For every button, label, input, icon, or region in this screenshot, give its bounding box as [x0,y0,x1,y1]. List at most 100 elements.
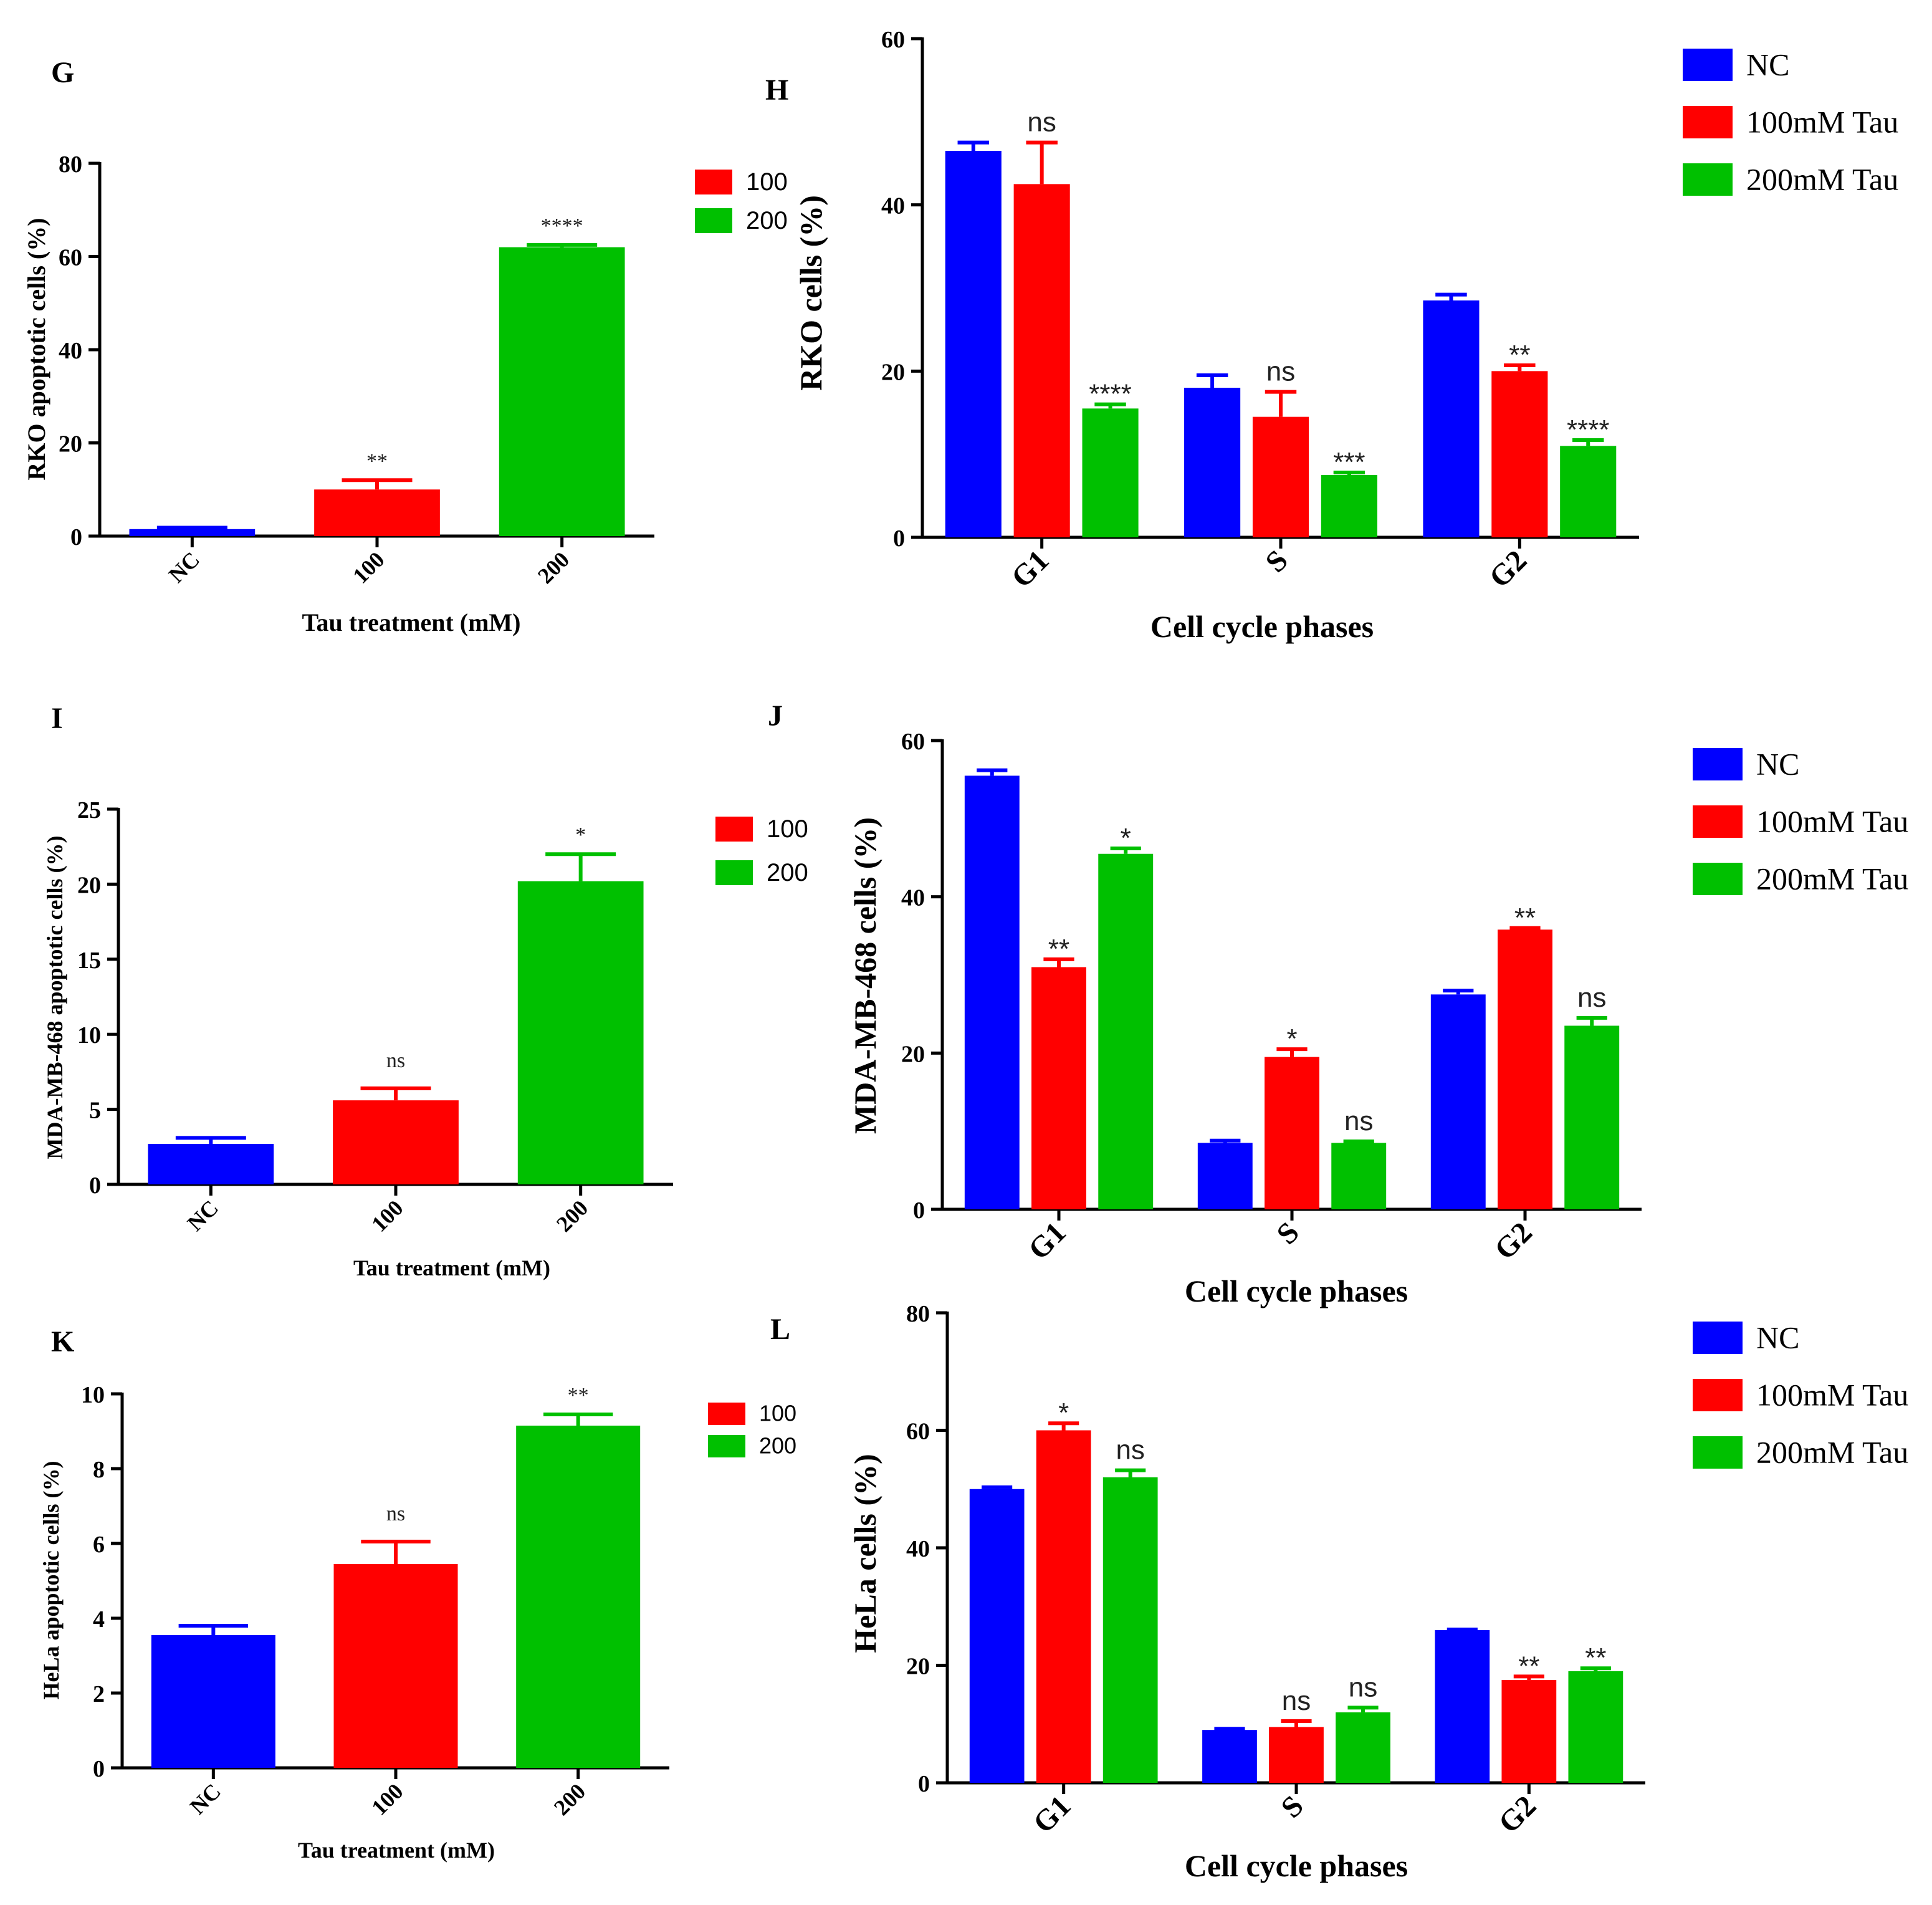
bar [1252,416,1309,537]
bar [1269,1727,1324,1783]
significance-label: **** [1089,379,1132,410]
bar [1102,1477,1158,1783]
x-tick-label: 200 [533,547,574,588]
legend-swatch [1693,1322,1743,1354]
significance-label: * [1286,1024,1297,1054]
bar [517,881,644,1184]
bar [1321,475,1377,537]
significance-label: *** [1333,447,1365,477]
chart-g: G 0 20 40 60 80 RKO apoptotic cells (%) Tau tre… [22,56,788,636]
bar [1036,1430,1091,1783]
x-tick-label: G1 [1005,544,1056,594]
y-tick-label: 8 [93,1457,105,1483]
y-tick-label: 40 [59,338,82,364]
legend-swatch [715,860,753,885]
bar [1435,1629,1490,1783]
y-tick-label: 0 [93,1756,105,1782]
y-tick-label: 2 [93,1681,105,1707]
significance-label: ns [1116,1435,1144,1466]
chart-l: L 0 20 40 60 80 HeLa cells (%) Cell cycle phase… [770,1301,1908,1883]
y-axis-label: HeLa cells (%) [848,1454,882,1653]
y-tick-label: 6 [93,1532,105,1558]
bar [1031,967,1086,1209]
y-tick-label: 20 [906,1654,930,1680]
bar [333,1100,459,1184]
x-tick-label: G2 [1483,544,1533,594]
bar [333,1564,458,1768]
y-tick-label: 0 [70,524,82,550]
bar [964,775,1020,1209]
y-tick-label: 10 [81,1382,105,1408]
x-axis-label: Tau treatment (mM) [298,1838,495,1863]
bar [151,1635,275,1768]
y-axis-label: MDA-MB-468 apoptotic cells (%) [42,836,67,1159]
x-axis-label: Cell cycle phases [1185,1274,1408,1308]
bar [129,529,256,536]
legend-swatch [1683,163,1733,196]
bar [945,151,1002,537]
significance-label: ** [366,449,388,473]
chart-i: I 0 5 10 15 20 25 MDA-MB-468 apoptotic cells (%… [42,702,808,1280]
significance-label: ns [1577,982,1606,1013]
significance-label: ** [568,1384,589,1407]
bar [1430,994,1486,1209]
significance-label: ** [1048,934,1069,964]
significance-label: ns [1027,107,1056,138]
y-tick-label: 80 [906,1301,930,1327]
legend-label: 200mM Tau [1746,162,1898,197]
significance-label: ** [1585,1643,1606,1673]
legend-swatch [1693,1379,1743,1411]
legend-label: 100mM Tau [1756,804,1908,839]
legend-label: NC [1746,47,1789,82]
y-tick-label: 40 [906,1536,930,1562]
x-tick-label: S [1259,544,1294,578]
bar [1082,408,1139,537]
x-tick-label: G2 [1488,1216,1539,1266]
y-tick-label: 60 [906,1419,930,1445]
y-tick-label: 60 [59,245,82,271]
significance-label: ** [1514,903,1536,933]
legend-swatch [708,1403,745,1425]
y-tick-label: 10 [77,1022,101,1048]
bar [1331,1143,1387,1209]
x-axis-label: Tau treatment (mM) [353,1255,550,1280]
x-tick-label: G1 [1022,1216,1073,1266]
legend-label: 100 [746,168,788,196]
x-tick-label: S [1270,1216,1305,1250]
x-tick-label: NC [164,547,204,587]
significance-label: ns [1344,1106,1373,1136]
legend-label: 200mM Tau [1756,1435,1908,1470]
bar [1568,1671,1624,1783]
legend-swatch [715,817,753,842]
significance-label: ns [1266,357,1295,387]
legend-swatch [695,208,732,233]
panel-label: K [51,1325,74,1358]
y-tick-label: 60 [901,729,925,755]
significance-label: ** [1509,340,1530,370]
y-tick-label: 80 [59,151,82,178]
legend: NC 100mM Tau 200mM Tau [1683,47,1898,197]
panel-label: J [768,699,783,732]
y-tick-label: 4 [93,1606,105,1633]
y-tick-label: 0 [893,525,905,552]
y-tick-label: 15 [77,948,101,974]
significance-label: * [575,823,586,847]
x-tick-label: 200 [549,1778,590,1820]
y-tick-label: 20 [901,1041,925,1067]
bar [1197,1143,1253,1209]
panel-label: H [765,74,788,107]
bar [1498,929,1552,1209]
x-tick-label: NC [185,1778,226,1819]
legend-label: NC [1756,1320,1799,1355]
legend-swatch [708,1435,745,1457]
bar [1336,1712,1390,1783]
x-tick-label: 100 [366,1778,408,1820]
significance-label: ** [1518,1651,1539,1681]
y-tick-label: 20 [77,872,101,898]
legend-label: 100 [759,1401,796,1426]
bar [1560,446,1617,537]
significance-label: ns [1349,1672,1377,1702]
